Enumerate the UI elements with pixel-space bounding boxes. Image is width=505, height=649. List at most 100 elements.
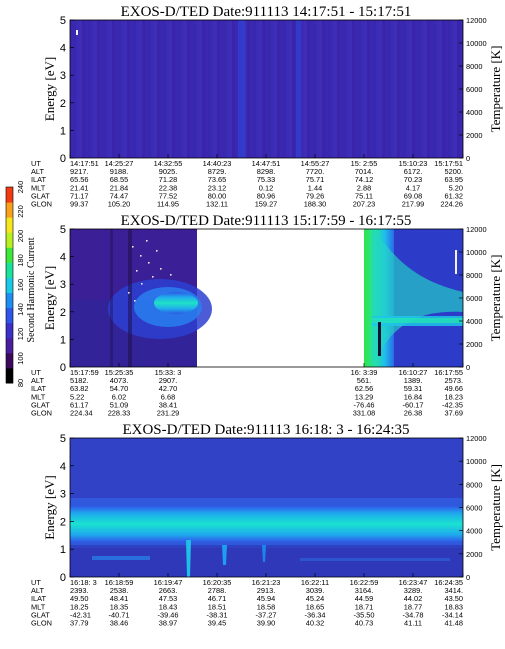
panel-1-stripe xyxy=(157,20,160,158)
panel-1-stripe xyxy=(343,20,346,158)
panel-1-stripe xyxy=(406,20,409,158)
ephemeris-value: 16: 3:39 xyxy=(351,368,378,377)
ephemeris-value: 2663. xyxy=(159,586,178,595)
colorbar-swatch xyxy=(6,217,13,233)
ephemeris-value: 79.26 xyxy=(306,191,325,200)
panel-2-dark-stripe xyxy=(378,322,381,356)
panel-1-stripe xyxy=(334,20,337,158)
ephemeris-value: 5182. xyxy=(70,376,89,385)
y2-tick-label: 0 xyxy=(466,363,470,372)
colorbar-tick: 120 xyxy=(16,328,25,341)
ephemeris-value: 73.65 xyxy=(208,175,227,184)
ephemeris-value: 5200. xyxy=(445,167,464,176)
ephemeris-value: 80.96 xyxy=(257,191,276,200)
panel-1-stripe xyxy=(202,20,205,158)
ephemeris-value: -37.27 xyxy=(256,610,277,619)
panel-1-stripe xyxy=(340,20,343,158)
panel-1-stripe xyxy=(190,20,193,158)
panel-2-speck xyxy=(156,250,158,252)
panel-1-stripe xyxy=(178,20,181,158)
panel-1-stripe xyxy=(70,20,73,158)
panel-2-speck xyxy=(148,262,150,264)
panel-2-speck xyxy=(160,268,162,270)
ephemeris-value: -42.35 xyxy=(442,400,463,409)
y-tick-label: 4 xyxy=(60,461,66,473)
panel-1-stripe xyxy=(361,20,364,158)
panel-1-stripe xyxy=(274,20,277,158)
ephemeris-value: 18.83 xyxy=(445,602,464,611)
ephemeris-value: 18.65 xyxy=(306,602,325,611)
panel-1-title: EXOS-D/TED Date:911113 14:17:51 - 15:17:… xyxy=(121,4,412,20)
panel-1-bright-stripe xyxy=(296,20,301,158)
colorbar-tick: 180 xyxy=(16,254,25,267)
panel-2-speck xyxy=(136,270,138,272)
colorbar-swatch xyxy=(6,277,13,294)
ephemeris-value: 3039. xyxy=(306,586,325,595)
ephemeris-row-label: UT xyxy=(31,368,41,377)
panel-1-stripe xyxy=(235,20,238,158)
ephemeris-value: 3164. xyxy=(355,586,374,595)
panel-1-stripe xyxy=(427,20,430,158)
ephemeris-value: 42.70 xyxy=(159,384,178,393)
ephemeris-value: 3414. xyxy=(445,586,464,595)
ephemeris-value: 14:17:51 xyxy=(70,159,99,168)
panel-1-stripe xyxy=(127,20,130,158)
panel-1-stripe xyxy=(400,20,403,158)
panel-1-stripe xyxy=(376,20,379,158)
panel-1-stripe xyxy=(265,20,268,158)
panel-1-heatmap xyxy=(70,20,463,158)
y-tick-label: 0 xyxy=(60,153,66,165)
colorbar-tick: 240 xyxy=(16,181,25,194)
ephemeris-value: 114.95 xyxy=(157,200,179,209)
ephemeris-value: 231.29 xyxy=(157,409,180,418)
y2-tick-label: 12000 xyxy=(466,16,487,25)
ephemeris-value: 224.26 xyxy=(440,200,463,209)
panel-1-stripe xyxy=(409,20,412,158)
y2-tick-label: 12000 xyxy=(466,225,487,234)
ephemeris-value: 16:21:23 xyxy=(252,578,281,587)
ephemeris-value: 80.00 xyxy=(208,191,227,200)
panel-1-stripe xyxy=(91,20,94,158)
panel-3: EXOS-D/TED Date:911113 16:18: 3 - 16:24:… xyxy=(31,422,503,628)
panel-1-stripe xyxy=(163,20,166,158)
panel-2-speck xyxy=(141,283,143,285)
panel-1-stripe xyxy=(403,20,406,158)
panel-3-main-band xyxy=(70,506,463,542)
panel-1-stripe xyxy=(430,20,433,158)
panel-1-stripe xyxy=(160,20,163,158)
y2-axis-label: Temperature [K] xyxy=(488,464,503,551)
ephemeris-value: 26.38 xyxy=(404,409,423,418)
panel-3-spike xyxy=(262,545,266,562)
panel-3-heatmap xyxy=(70,438,463,577)
colorbar-tick: 160 xyxy=(16,279,25,292)
ephemeris-value: 8729. xyxy=(208,167,227,176)
panel-1-stripe xyxy=(181,20,184,158)
y2-tick-label: 10000 xyxy=(466,457,487,466)
ephemeris-value: 40.73 xyxy=(355,619,374,628)
panel-1-stripe xyxy=(382,20,385,158)
ephemeris-value: 2.88 xyxy=(357,183,371,192)
colorbar-label: Second Harmonic Current xyxy=(26,237,37,342)
colorbar: 80 100 120 140 160 180 200 220 240 Second Harmon… xyxy=(5,181,37,387)
ephemeris-value: 21.41 xyxy=(70,183,89,192)
panel-3-spike xyxy=(186,540,191,577)
ephemeris-value: 9217. xyxy=(70,167,89,176)
panel-2-title: EXOS-D/TED Date:911113 15:17:59 - 16:17:… xyxy=(121,213,412,229)
y-tick-label: 5 xyxy=(60,433,66,445)
ephemeris-value: 14:40:23 xyxy=(203,159,232,168)
panel-1-stripe xyxy=(232,20,235,158)
y-tick-label: 5 xyxy=(60,224,66,236)
ephemeris-value: 44.02 xyxy=(404,594,423,603)
ephemeris-value: 38.97 xyxy=(159,619,178,628)
panel-1-stripe xyxy=(151,20,154,158)
ephemeris-value: 49.66 xyxy=(445,384,464,393)
panel-1-stripe xyxy=(433,20,436,158)
panel-1-stripe xyxy=(412,20,415,158)
panel-1-stripe xyxy=(310,20,313,158)
panel-1-stripe xyxy=(451,20,454,158)
y-tick-label: 4 xyxy=(60,43,66,55)
ephemeris-value: 54.70 xyxy=(110,384,129,393)
y2-tick-label: 12000 xyxy=(466,434,487,443)
panel-1-stripe xyxy=(349,20,352,158)
